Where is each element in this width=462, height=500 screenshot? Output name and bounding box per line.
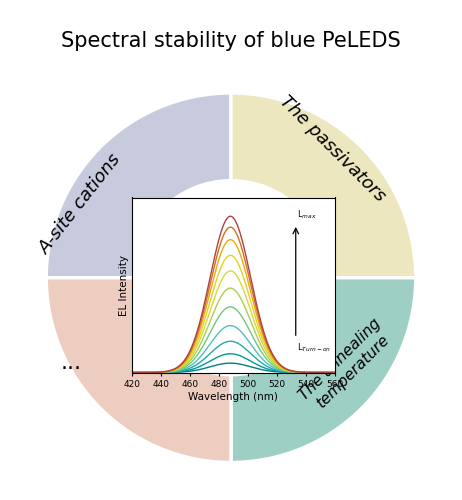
Y-axis label: EL Intensity: EL Intensity	[119, 254, 129, 316]
Text: L$_{Turn-on}$: L$_{Turn-on}$	[297, 341, 332, 354]
Text: L$_{max}$: L$_{max}$	[297, 208, 317, 221]
Text: The annealing
temperature: The annealing temperature	[297, 316, 396, 416]
Wedge shape	[46, 93, 231, 463]
Text: ...: ...	[61, 353, 82, 373]
Wedge shape	[231, 93, 416, 278]
Text: A-site cations: A-site cations	[36, 150, 125, 258]
Wedge shape	[231, 278, 416, 462]
Text: The passivators: The passivators	[276, 92, 389, 205]
Text: Spectral stability of blue PeLEDS: Spectral stability of blue PeLEDS	[61, 30, 401, 50]
X-axis label: Wavelength (nm): Wavelength (nm)	[188, 392, 278, 402]
Wedge shape	[46, 278, 231, 462]
Circle shape	[134, 180, 328, 374]
